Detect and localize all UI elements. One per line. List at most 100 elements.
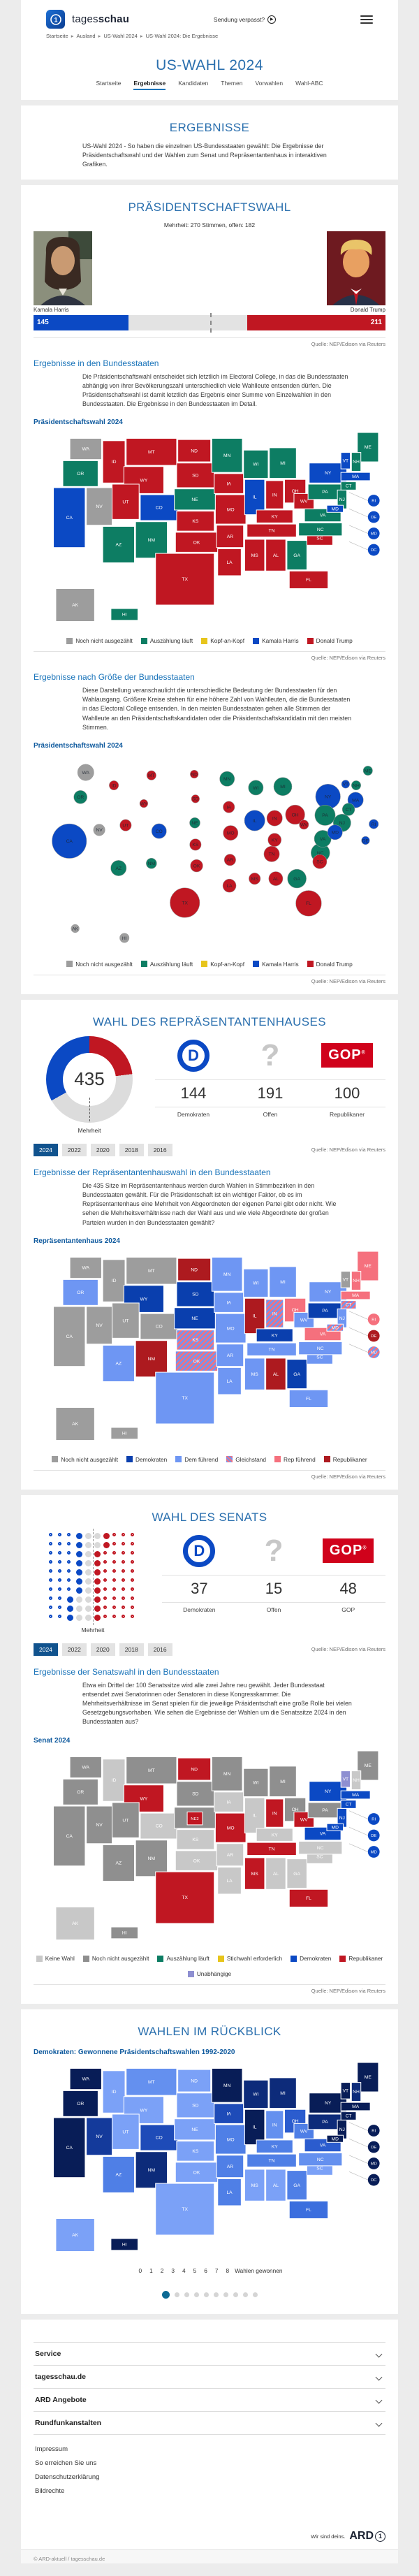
state-IN[interactable]: [265, 1798, 284, 1828]
state-SD[interactable]: [176, 2093, 215, 2118]
bubble-MT[interactable]: [146, 770, 156, 780]
state-NY[interactable]: [309, 1281, 348, 1302]
bubble-KY[interactable]: [267, 833, 281, 847]
state-GA[interactable]: [286, 2170, 307, 2201]
state-MN[interactable]: [211, 438, 243, 473]
state-CO[interactable]: [140, 494, 179, 521]
bubble-ND[interactable]: [190, 770, 199, 779]
state-NE[interactable]: [174, 488, 216, 511]
footer-link-impressum[interactable]: Impressum: [35, 2445, 68, 2454]
state-WA[interactable]: [69, 1756, 102, 1778]
state-MD[interactable]: [367, 527, 380, 540]
bubble-IN[interactable]: [266, 810, 283, 827]
state-FL[interactable]: [288, 2201, 329, 2220]
state-ID[interactable]: [102, 1758, 126, 1802]
brand-wordmark[interactable]: tagesschau: [72, 13, 130, 25]
state-MN[interactable]: [211, 1756, 243, 1791]
carousel-dot-5[interactable]: [213, 2292, 219, 2298]
state-CO[interactable]: [140, 2124, 179, 2151]
state-CT[interactable]: [340, 1799, 357, 1809]
bubble-OR[interactable]: [73, 790, 87, 804]
state-KY[interactable]: [256, 509, 293, 524]
state-MS[interactable]: [244, 539, 265, 572]
carousel-dot-7[interactable]: [233, 2292, 238, 2298]
state-NH[interactable]: [351, 452, 362, 472]
state-IL[interactable]: [244, 1297, 265, 1334]
bubble-MS[interactable]: [249, 873, 261, 885]
house-map[interactable]: WA OR CA NV ID MT WY UT CO AZ NM ND SD NE KS OK TX MN IA MO…: [34, 1248, 385, 1450]
bubble-NV[interactable]: [93, 824, 105, 836]
state-NC[interactable]: [298, 2153, 343, 2167]
state-MI[interactable]: [269, 2077, 297, 2109]
state-WI[interactable]: [243, 2080, 269, 2109]
state-ND[interactable]: [177, 1258, 212, 1281]
state-NY[interactable]: [309, 463, 348, 484]
state-CO[interactable]: [140, 1812, 179, 1840]
state-ND[interactable]: [177, 1757, 212, 1781]
menu-icon[interactable]: [360, 15, 373, 24]
bubble-HI[interactable]: [119, 933, 130, 943]
state-AK[interactable]: [55, 1406, 95, 1441]
state-VT[interactable]: [340, 2082, 351, 2100]
state-AR[interactable]: [216, 525, 244, 548]
state-AZ[interactable]: [102, 526, 135, 564]
state-GA[interactable]: [286, 1358, 307, 1389]
bubble-WI[interactable]: [248, 780, 264, 796]
state-OR[interactable]: [62, 460, 98, 488]
state-RI[interactable]: [367, 2125, 380, 2137]
state-NV[interactable]: [86, 1306, 113, 1345]
state-AR[interactable]: [216, 1842, 244, 1866]
state-MA[interactable]: [340, 1790, 371, 1799]
state-NH[interactable]: [351, 2082, 362, 2102]
state-IN[interactable]: [265, 2110, 284, 2140]
breadcrumb-item[interactable]: US-Wahl 2024: [103, 33, 138, 39]
state-MI[interactable]: [269, 447, 297, 479]
bubble-RI[interactable]: [369, 819, 379, 829]
state-RI[interactable]: [367, 1313, 380, 1325]
bubble-ID[interactable]: [109, 780, 119, 791]
bubble-IL[interactable]: [244, 810, 265, 831]
bubble-WA[interactable]: [77, 764, 94, 781]
missed-show-link[interactable]: Sendung verpasst? ▶: [214, 15, 277, 24]
bubble-WV[interactable]: [299, 820, 309, 830]
state-WI[interactable]: [243, 450, 269, 479]
state-TN[interactable]: [247, 1342, 297, 1356]
state-KS[interactable]: [176, 1828, 215, 1850]
state-WI[interactable]: [243, 1768, 269, 1797]
bubble-DE[interactable]: [361, 836, 370, 845]
state-MN[interactable]: [211, 2068, 243, 2103]
state-AK[interactable]: [55, 1906, 95, 1940]
bubble-CA[interactable]: [52, 823, 87, 859]
state-WY[interactable]: [123, 1784, 164, 1812]
state-NE2[interactable]: [186, 1811, 203, 1825]
state-MT[interactable]: [126, 1756, 177, 1784]
carousel-dot-8[interactable]: [242, 2292, 248, 2298]
year-button-2020[interactable]: 2020: [90, 1643, 115, 1656]
state-WA[interactable]: [69, 2068, 102, 2090]
year-button-2022[interactable]: 2022: [61, 1643, 87, 1656]
state-AK[interactable]: [55, 588, 95, 623]
state-DE[interactable]: [367, 1829, 380, 1841]
bubble-AL[interactable]: [268, 871, 284, 886]
state-WA[interactable]: [69, 438, 102, 460]
bubble-NH[interactable]: [351, 780, 361, 791]
state-AR[interactable]: [216, 2155, 244, 2178]
state-VT[interactable]: [340, 452, 351, 470]
state-OR[interactable]: [62, 1778, 98, 1805]
bubble-PA[interactable]: [314, 805, 336, 826]
year-button-2018[interactable]: 2018: [119, 1143, 144, 1156]
year-button-2022[interactable]: 2022: [61, 1143, 87, 1156]
state-TX[interactable]: [155, 1371, 215, 1425]
year-button-2016[interactable]: 2016: [147, 1643, 172, 1656]
state-MI[interactable]: [269, 1765, 297, 1797]
state-ID[interactable]: [102, 1259, 126, 1302]
state-MD[interactable]: [326, 2135, 344, 2144]
bubble-SC[interactable]: [312, 854, 328, 869]
state-LA[interactable]: [217, 1367, 242, 1395]
state-NM[interactable]: [135, 1839, 168, 1877]
state-ND[interactable]: [177, 2069, 212, 2093]
year-button-2024[interactable]: 2024: [34, 1143, 58, 1156]
state-IL[interactable]: [244, 1797, 265, 1833]
bubble-IA[interactable]: [223, 801, 235, 813]
state-MA[interactable]: [340, 472, 371, 481]
